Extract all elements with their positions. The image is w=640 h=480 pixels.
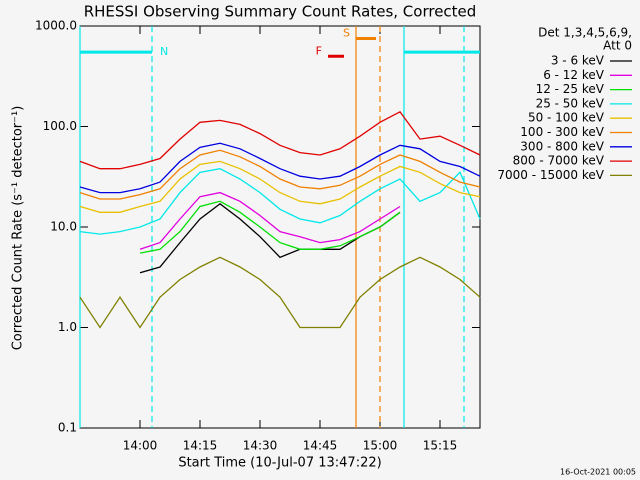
legend-label: 3 - 6 keV [551, 54, 605, 68]
series-line [79, 256, 481, 329]
x-axis-label: Start Time (10-Jul-07 13:47:22) [178, 456, 381, 471]
x-tick-label: 14:15 [183, 439, 218, 453]
series-line [79, 168, 481, 235]
series-line [79, 110, 481, 170]
legend-title: Det 1,3,4,5,6,9, [538, 26, 632, 40]
flag-label: F [316, 44, 322, 57]
legend-label: 25 - 50 keV [536, 96, 605, 110]
y-tick-label: 0.1 [58, 421, 77, 435]
x-tick-label: 14:00 [123, 439, 158, 453]
x-tick-label: 15:15 [423, 439, 458, 453]
footer: 16-Oct-2021 00:05 [560, 468, 636, 477]
y-tick-label: 1000.0 [35, 19, 77, 33]
series-line [139, 191, 401, 250]
series-line [139, 200, 401, 254]
y-axis-label: Corrected Count Rate (s⁻¹ detector⁻¹) [11, 106, 26, 351]
y-tick-label: 1.0 [58, 320, 77, 334]
legend-label: 6 - 12 keV [543, 68, 605, 82]
x-tick-label: 14:30 [243, 439, 278, 453]
legend-label: 800 - 7000 keV [513, 154, 605, 168]
y-tick-label: 10.0 [50, 220, 77, 234]
x-tick-label: 15:00 [363, 439, 398, 453]
flag-label: N [160, 45, 168, 58]
series-line [79, 160, 481, 213]
chart-title: RHESSI Observing Summary Count Rates, Co… [84, 3, 477, 21]
legend-label: 50 - 100 keV [528, 111, 605, 125]
legend-label: 7000 - 15000 keV [497, 168, 604, 182]
legend-label: 300 - 800 keV [520, 139, 604, 153]
series-line [79, 149, 481, 200]
flag-label: S [343, 27, 350, 40]
legend-title: Att 0 [603, 39, 632, 53]
y-tick-label: 100.0 [43, 119, 77, 133]
legend-label: 12 - 25 keV [536, 82, 605, 96]
legend-label: 100 - 300 keV [520, 125, 604, 139]
x-tick-label: 14:45 [303, 439, 338, 453]
series-line [79, 142, 481, 194]
